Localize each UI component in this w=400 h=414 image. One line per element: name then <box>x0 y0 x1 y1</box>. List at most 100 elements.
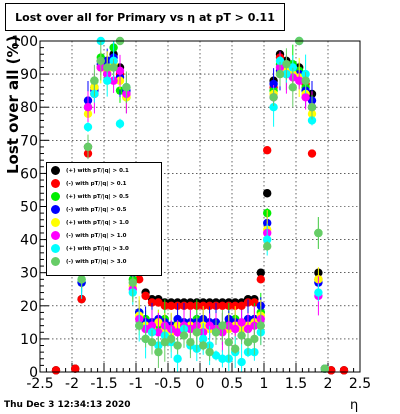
data-point <box>218 321 227 330</box>
data-point <box>250 298 259 307</box>
data-point <box>269 93 278 102</box>
data-point <box>199 334 208 344</box>
y-tick-label: 70 <box>20 133 38 149</box>
legend: (+) with pT/|q| > 0.1 (-) with pT/|q| > … <box>46 162 162 276</box>
y-tick-label: 90 <box>20 67 38 83</box>
y-tick-label: 20 <box>20 299 38 315</box>
data-point <box>301 76 310 85</box>
data-point <box>147 338 157 347</box>
legend-entry: (+) with pT/|q| > 0.5 <box>51 190 129 203</box>
data-point <box>186 301 195 310</box>
data-point <box>167 301 176 310</box>
data-point <box>77 294 86 304</box>
data-point <box>173 354 182 363</box>
data-point <box>83 122 93 132</box>
data-point <box>301 93 310 102</box>
legend-entry: (+) with pT/|q| > 0.1 <box>51 164 129 177</box>
legend-marker <box>51 231 60 240</box>
data-point <box>199 301 208 310</box>
data-point <box>231 301 240 310</box>
data-point <box>154 347 163 357</box>
x-tick-label: -0.5 <box>154 376 181 392</box>
data-point <box>205 321 214 330</box>
data-point <box>122 83 131 92</box>
data-point <box>211 351 221 360</box>
x-tick-label: 0.5 <box>221 376 243 392</box>
legend-label: (+) with pT/|q| > 0.1 <box>66 167 129 174</box>
data-point <box>141 291 150 301</box>
legend-entry: (+) with pT/|q| > 1.0 <box>51 216 129 229</box>
data-point <box>218 301 227 310</box>
data-point <box>256 321 265 330</box>
data-point <box>51 366 61 375</box>
legend-label: (-) with pT/|q| > 1.0 <box>66 232 127 239</box>
x-tick-label: 1 <box>260 376 269 392</box>
data-point <box>96 56 106 66</box>
data-point <box>314 228 323 238</box>
legend-entry: (+) with pT/|q| > 3.0 <box>51 242 129 255</box>
data-point <box>256 275 265 284</box>
y-tick-label: 40 <box>20 233 38 249</box>
data-point <box>147 298 157 307</box>
x-tick-label: 2 <box>324 376 333 392</box>
data-point <box>275 69 285 79</box>
data-point <box>103 76 112 85</box>
y-tick-label: 50 <box>20 200 38 216</box>
data-point <box>109 63 118 72</box>
data-point <box>128 278 137 287</box>
legend-entry: (-) with pT/|q| > 3.0 <box>51 255 126 268</box>
x-tick-label: 1.5 <box>285 376 307 392</box>
data-point <box>218 354 227 363</box>
data-point <box>135 321 144 330</box>
legend-label: (+) with pT/|q| > 0.5 <box>66 193 129 200</box>
data-point <box>288 83 297 92</box>
legend-label: (-) with pT/|q| > 0.5 <box>66 206 127 213</box>
data-point <box>154 298 163 307</box>
data-point <box>173 341 182 350</box>
data-point <box>243 324 253 334</box>
data-point <box>231 344 240 354</box>
data-point <box>231 324 240 334</box>
data-point <box>154 328 163 337</box>
data-point <box>83 142 93 152</box>
data-point <box>83 103 93 112</box>
legend-label: (+) with pT/|q| > 3.0 <box>66 245 129 252</box>
data-point <box>263 189 272 198</box>
data-point <box>314 288 323 297</box>
data-point <box>307 116 317 125</box>
legend-label: (+) with pT/|q| > 1.0 <box>66 219 129 226</box>
data-point <box>147 321 157 330</box>
data-point <box>205 301 214 310</box>
y-tick-label: 100 <box>11 34 38 50</box>
data-point <box>237 331 246 340</box>
legend-label: (-) with pT/|q| > 0.1 <box>66 180 127 187</box>
data-point <box>77 275 86 284</box>
data-point <box>339 366 349 375</box>
legend-entry: (-) with pT/|q| > 1.0 <box>51 229 126 242</box>
data-point <box>250 334 259 344</box>
legend-marker <box>51 166 60 175</box>
data-point <box>90 76 99 85</box>
data-point <box>115 119 125 128</box>
timestamp-footer: Thu Dec 3 12:34:13 2020 <box>4 400 131 410</box>
data-point <box>115 66 125 75</box>
data-point <box>237 357 246 367</box>
legend-entry: (-) with pT/|q| > 0.1 <box>51 177 126 190</box>
data-point <box>167 334 176 344</box>
data-point <box>211 328 221 337</box>
data-point <box>109 76 118 85</box>
plot-frame <box>39 40 361 373</box>
x-tick-label: 2.5 <box>349 376 371 392</box>
x-tick-label: -1 <box>129 376 143 392</box>
x-tick-label: -1.5 <box>90 376 117 392</box>
data-point <box>275 56 285 66</box>
y-axis-label: Lost over all (%) <box>4 35 22 174</box>
data-point <box>269 103 278 112</box>
legend-label: (-) with pT/|q| > 3.0 <box>66 258 127 265</box>
y-tick-label: 10 <box>20 332 38 348</box>
data-point <box>160 338 169 347</box>
data-point <box>282 59 291 69</box>
data-point <box>295 76 304 85</box>
data-point <box>263 242 272 251</box>
